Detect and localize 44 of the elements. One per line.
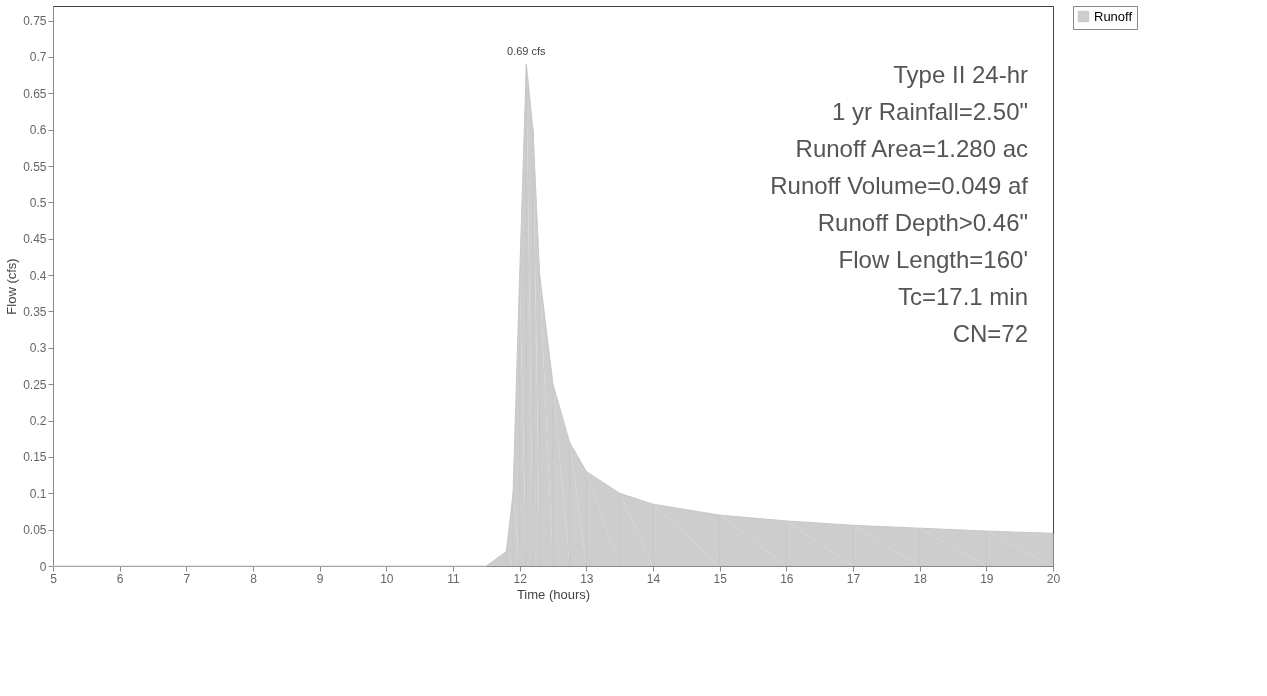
- legend-label: Runoff: [1094, 8, 1133, 24]
- x-tick-label: 5: [50, 571, 58, 586]
- x-tick-label: 20: [1046, 571, 1061, 586]
- y-tick-label: 0: [39, 559, 47, 574]
- x-tick-label: 13: [580, 571, 594, 586]
- y-tick-label: 0.4: [29, 268, 47, 283]
- x-tick-label: 7: [183, 571, 191, 586]
- y-tick-label: 0.65: [23, 86, 47, 101]
- y-tick-label: 0.5: [29, 195, 47, 210]
- x-tick-label: 16: [780, 571, 794, 586]
- annotation: CN=72: [952, 320, 1028, 347]
- y-tick-label: 0.7: [29, 50, 47, 65]
- y-tick-label: 0.2: [29, 414, 47, 429]
- x-tick-label: 9: [316, 571, 324, 586]
- y-tick-label: 0.05: [23, 523, 47, 538]
- x-tick-label: 8: [250, 571, 258, 586]
- x-tick-label: 17: [846, 571, 861, 586]
- y-tick-label: 0.6: [29, 123, 47, 138]
- annotation: 1 yr Rainfall=2.50": [832, 98, 1028, 125]
- x-tick-label: 15: [713, 571, 728, 586]
- annotation: Flow Length=160': [838, 246, 1028, 273]
- y-tick-label: 0.15: [23, 450, 47, 465]
- x-tick-label: 18: [913, 571, 928, 586]
- y-tick-label: 0.45: [23, 232, 47, 247]
- annotation: Type II 24-hr: [893, 61, 1028, 88]
- x-tick-label: 11: [447, 571, 461, 586]
- annotation: 0.69 cfs: [507, 45, 547, 58]
- x-tick-label: 6: [116, 571, 124, 586]
- annotation: Runoff Area=1.280 ac: [795, 135, 1028, 162]
- annotation: Runoff Depth>0.46": [817, 209, 1028, 236]
- x-tick-label: 19: [980, 571, 994, 586]
- y-tick-label: 0.1: [29, 486, 47, 501]
- y-tick-label: 0.35: [23, 304, 47, 319]
- y-axis-title: Flow (cfs): [4, 258, 20, 315]
- x-tick-label: 10: [380, 571, 394, 586]
- y-tick-label: 0.75: [23, 14, 47, 29]
- annotation: Tc=17.1 min: [897, 283, 1028, 310]
- annotation: Runoff Volume=0.049 af: [770, 172, 1029, 199]
- y-tick-label: 0.25: [23, 377, 47, 392]
- y-tick-label: 0.3: [29, 341, 47, 356]
- y-tick-label: 0.55: [23, 159, 47, 174]
- x-tick-label: 12: [513, 571, 528, 586]
- x-tick-label: 14: [646, 571, 661, 586]
- x-axis-title: Time (hours): [516, 586, 591, 602]
